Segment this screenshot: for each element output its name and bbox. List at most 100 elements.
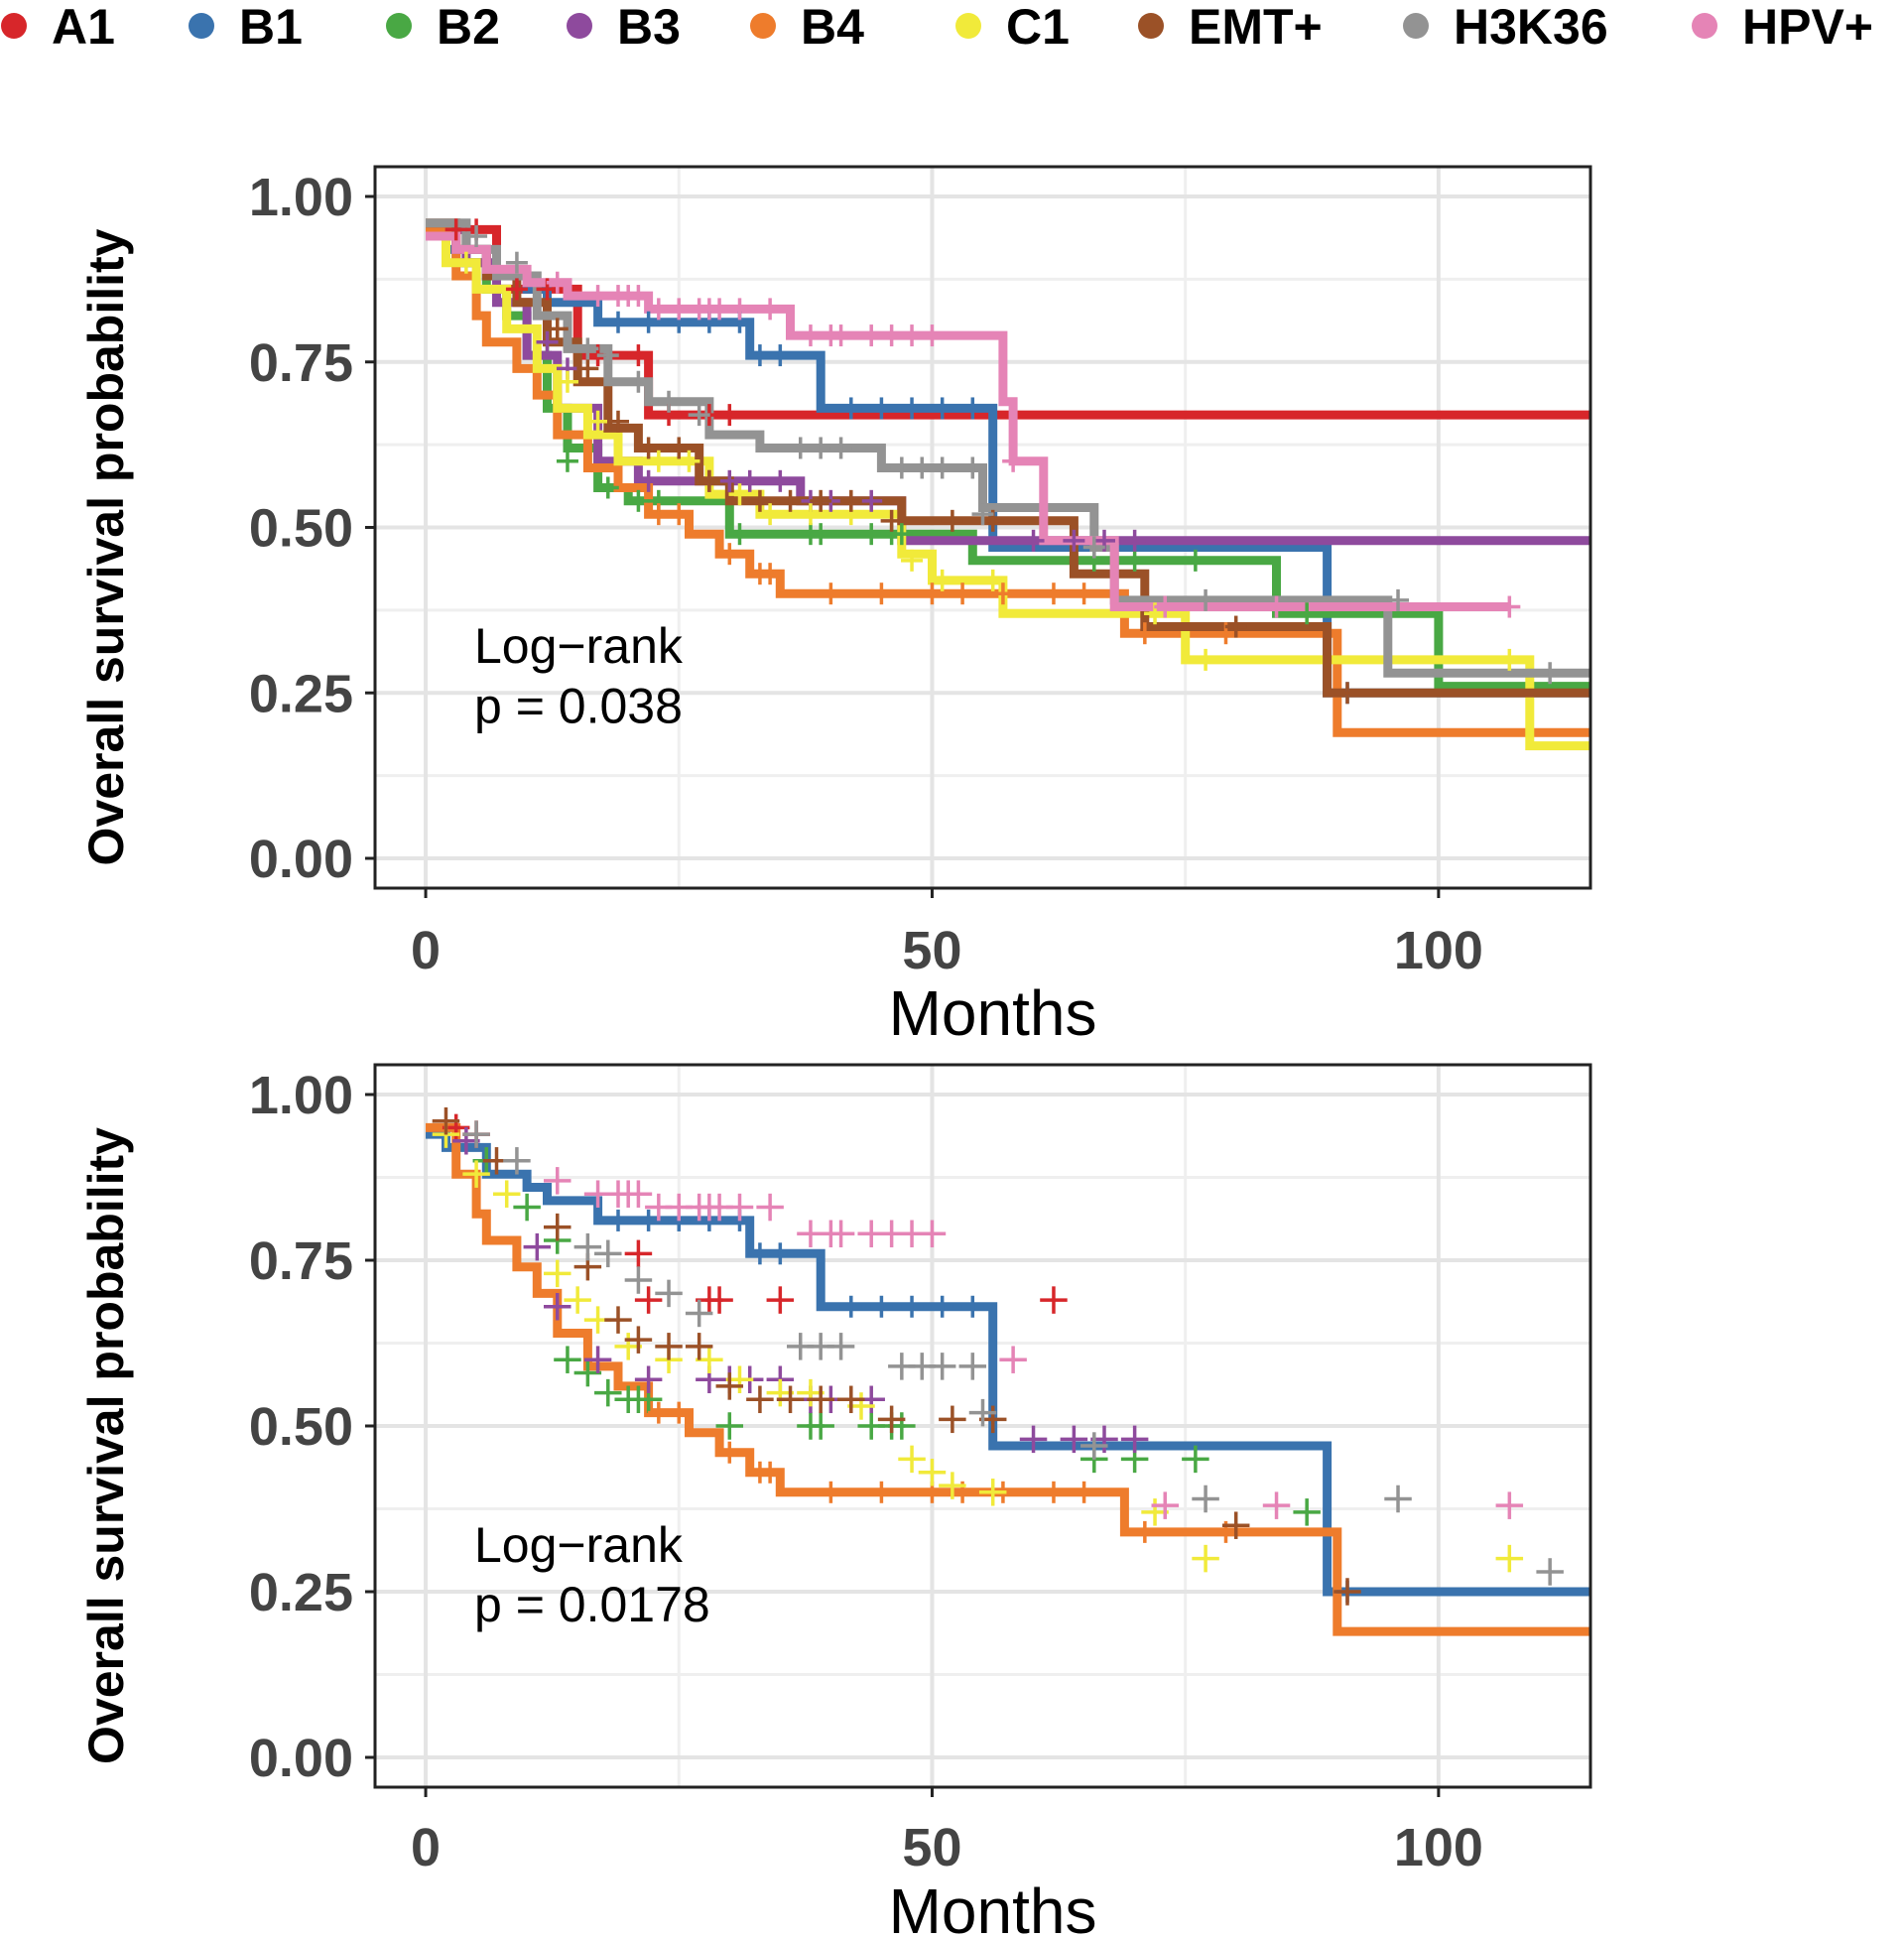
x-tick-label: 50 (902, 1818, 961, 1877)
censor-mark-h3k36 (810, 437, 832, 459)
censor-mark-hpv (624, 1180, 653, 1208)
censor-mark-b1 (607, 1209, 629, 1231)
y-tick-label: 0.25 (249, 1563, 353, 1622)
censor-mark-hpv (999, 1346, 1027, 1373)
censor-mark-hpv (826, 1220, 855, 1248)
legend-swatch (750, 13, 776, 39)
censor-mark-emt (748, 489, 771, 512)
censor-mark-emt (939, 1405, 966, 1434)
censor-mark-emt (837, 1385, 865, 1414)
censor-mark-hpv (1002, 450, 1025, 472)
censor-mark-b1 (901, 397, 924, 420)
censor-mark-h3k36 (627, 370, 650, 393)
censor-mark-b4 (718, 1441, 741, 1464)
censor-mark-hpv (708, 298, 731, 321)
censor-marks (444, 218, 1562, 705)
censor-mark-h3k36 (911, 456, 934, 479)
x-tick-label: 0 (411, 921, 441, 980)
censor-mark-b1 (839, 1295, 862, 1318)
censor-mark-b3 (769, 469, 792, 492)
censor-mark-b4 (820, 582, 842, 605)
censor-mark-c1 (462, 1160, 490, 1188)
legend-item-hpv: HPV+ (1692, 0, 1873, 55)
censor-mark-b4 (759, 1461, 782, 1484)
censor-mark-emt (698, 469, 720, 492)
censor-mark-b1 (870, 397, 893, 420)
censor-mark-emt (668, 437, 691, 459)
censor-mark-b3 (1120, 1425, 1149, 1454)
censor-mark-c1 (564, 1286, 591, 1314)
legend: A1 B1 B2 B3 B4 C1 EMT+ H3K36 HPV+ (1, 0, 1873, 55)
censor-mark-b2 (1123, 549, 1146, 572)
censor-mark-b3 (1019, 1425, 1048, 1454)
censor-mark-b2 (728, 523, 751, 546)
censor-mark-b2 (513, 1193, 541, 1222)
censor-mark-hpv (586, 285, 609, 308)
censor-mark-c1 (799, 503, 822, 526)
p-value-label: p = 0.038 (474, 678, 683, 733)
censor-mark-a1 (634, 1286, 663, 1314)
censor-mark-hpv (1154, 595, 1177, 618)
censor-mark-a1 (1040, 1286, 1068, 1314)
censor-mark-b4 (1073, 582, 1095, 605)
censor-mark-h3k36 (1536, 1558, 1564, 1586)
censor-marks (432, 1106, 1564, 1606)
legend-swatch (567, 13, 592, 39)
censor-mark-b2 (860, 523, 883, 546)
censor-mark-b4 (647, 1401, 670, 1424)
censor-mark-b1 (839, 397, 862, 420)
y-tick-label: 0.00 (249, 1729, 353, 1788)
censor-mark-b2 (890, 523, 913, 546)
logrank-label: Log−rank (474, 618, 684, 674)
censor-mark-h3k36 (961, 456, 984, 479)
censor-mark-emt (637, 437, 660, 459)
censor-mark-h3k36 (465, 225, 488, 248)
censor-mark-b2 (1293, 1498, 1321, 1526)
censor-mark-hpv (921, 324, 944, 347)
x-axis: 0 50 100 (411, 888, 1483, 980)
censor-mark-emt (1221, 1511, 1250, 1539)
legend-item-b2: B2 (386, 0, 500, 55)
censor-mark-b2 (594, 1378, 622, 1407)
x-tick-label: 100 (1394, 1818, 1483, 1877)
censor-mark-h3k36 (928, 1353, 956, 1380)
censor-mark-b4 (1042, 1481, 1065, 1503)
censor-mark-b4 (991, 582, 1014, 605)
censor-mark-h3k36 (655, 1279, 683, 1308)
censor-mark-b1 (748, 344, 771, 367)
censor-mark-c1 (901, 549, 924, 572)
censor-mark-h3k36 (789, 437, 812, 459)
censor-mark-c1 (931, 569, 953, 591)
censor-mark-h3k36 (688, 404, 710, 427)
censor-mark-c1 (647, 450, 670, 472)
x-tick-label: 50 (902, 921, 961, 980)
censor-mark-c1 (556, 370, 578, 393)
censor-mark-b4 (820, 1481, 842, 1503)
censor-mark-b3 (1123, 529, 1146, 552)
legend-swatch (1, 13, 27, 39)
legend-label: C1 (1006, 0, 1070, 55)
censor-mark-h3k36 (503, 1147, 531, 1175)
legend-item-a1: A1 (1, 0, 115, 55)
legend-label: B3 (617, 0, 681, 55)
legend-label: EMT+ (1189, 0, 1323, 55)
censor-mark-c1 (1495, 1544, 1524, 1573)
censor-mark-h3k36 (968, 1398, 997, 1427)
km-plot-top: 0.00 0.25 0.50 0.75 1.00 0 50 100 Months Overall … (78, 165, 1592, 1049)
censor-mark-emt (624, 1326, 653, 1354)
censor-mark-h3k36 (685, 1299, 713, 1328)
legend-item-b1: B1 (189, 0, 303, 55)
grid (375, 167, 1590, 888)
censor-mark-b4 (759, 563, 782, 585)
censor-mark-hpv (860, 324, 883, 347)
censor-mark-h3k36 (505, 251, 528, 274)
y-tick-label: 0.50 (249, 1397, 353, 1457)
censor-mark-hpv (627, 285, 650, 308)
p-value-label: p = 0.0178 (474, 1577, 710, 1632)
censor-mark-h3k36 (826, 1333, 855, 1360)
censor-mark-b2 (596, 476, 619, 499)
censor-mark-h3k36 (971, 503, 994, 526)
censor-mark-a1 (766, 1286, 795, 1314)
y-axis: 0.00 0.25 0.50 0.75 1.00 (249, 1066, 375, 1788)
